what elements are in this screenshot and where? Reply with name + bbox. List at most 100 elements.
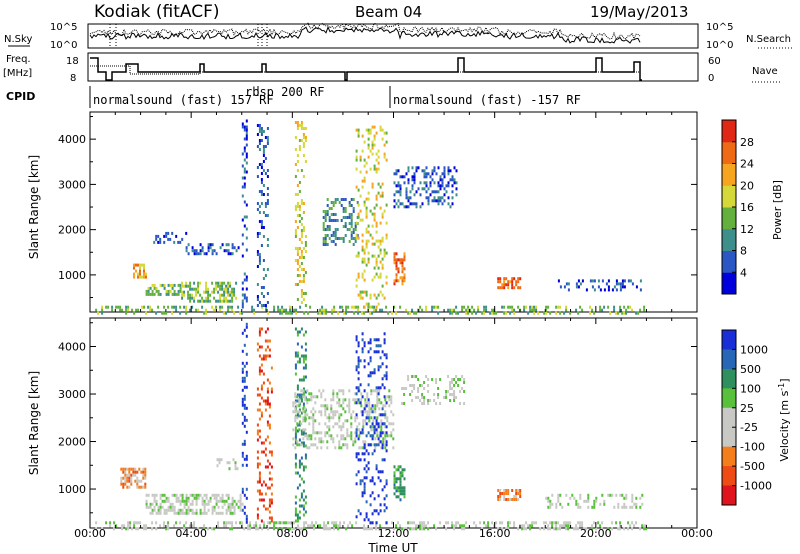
velocity-cell: [417, 387, 420, 390]
power-cell: [279, 311, 282, 315]
velocity-cell: [340, 434, 343, 438]
velocity-cell: [503, 489, 506, 492]
power-cell: [273, 308, 276, 312]
velocity-cell: [357, 509, 360, 513]
power-cell: [405, 193, 408, 197]
velocity-cell: [376, 398, 379, 402]
velocity-cell: [377, 470, 380, 474]
velocity-cell: [258, 492, 261, 496]
power-cell: [245, 161, 248, 165]
velocity-cell: [575, 502, 578, 506]
power-cell: [300, 124, 303, 127]
velocity-cell: [577, 502, 580, 506]
velocity-cell: [395, 468, 398, 472]
velocity-cell: [145, 502, 148, 506]
velocity-cell: [203, 527, 206, 531]
velocity-cell: [521, 527, 524, 531]
power-cell: [264, 172, 267, 175]
velocity-cell: [231, 521, 234, 525]
power-cell: [133, 272, 135, 276]
velocity-cell: [169, 505, 172, 509]
velocity-cell: [374, 446, 377, 450]
velocity-cell: [183, 502, 186, 506]
velocity-cell: [167, 496, 170, 500]
power-cell: [395, 184, 398, 188]
velocity-cell: [268, 426, 271, 430]
velocity-cell: [641, 502, 644, 506]
power-cell: [423, 175, 426, 179]
power-cell: [429, 175, 432, 179]
velocity-cell: [409, 527, 412, 531]
velocity-cell: [365, 422, 368, 426]
velocity-cell: [245, 370, 248, 374]
velocity-cell: [313, 524, 316, 528]
power-cell: [511, 305, 514, 309]
velocity-cell: [617, 527, 620, 531]
power-cell: [321, 308, 324, 312]
velocity-cell: [359, 482, 362, 486]
velocity-cell: [239, 499, 242, 503]
velocity-cell: [355, 428, 358, 432]
power-cell: [243, 293, 246, 297]
velocity-cell: [393, 486, 396, 490]
power-cell: [243, 146, 246, 150]
power-cell: [381, 308, 384, 312]
velocity-cell: [375, 467, 378, 471]
velocity-cell: [423, 524, 426, 528]
velocity-cell: [393, 465, 396, 469]
power-cell: [433, 181, 436, 185]
velocity-cell: [261, 527, 264, 531]
velocity-cell: [463, 524, 466, 528]
velocity-cell: [603, 499, 606, 503]
velocity-cell: [131, 527, 134, 531]
power-cell: [334, 201, 337, 204]
velocity-cell: [132, 473, 135, 477]
velocity-cell: [264, 507, 267, 511]
velocity-cell: [330, 434, 333, 438]
velocity-cell: [122, 470, 125, 474]
power-cell: [354, 228, 357, 231]
power-cell: [619, 308, 622, 312]
velocity-cell: [306, 401, 309, 405]
velocity-cell: [371, 422, 374, 426]
power-cell: [619, 282, 622, 286]
power-cell: [441, 181, 444, 185]
power-cell: [117, 305, 120, 309]
velocity-cell: [298, 510, 301, 514]
power-cell: [227, 243, 230, 247]
velocity-cell: [423, 399, 426, 402]
power-cell: [330, 234, 333, 237]
power-cell: [361, 134, 364, 138]
cpid-segment-3: normalsound (fast) -157 RF: [393, 93, 581, 107]
power-cell: [173, 292, 176, 296]
power-cell: [245, 137, 248, 141]
nsearch-line: [89, 22, 641, 40]
velocity-cell: [355, 413, 358, 417]
velocity-cell: [338, 413, 341, 417]
power-cell: [367, 197, 370, 201]
power-cell: [451, 202, 454, 206]
velocity-cell: [324, 398, 327, 402]
velocity-cell: [370, 428, 373, 432]
velocity-cell: [315, 521, 318, 525]
power-cell: [205, 299, 208, 303]
power-cell: [193, 252, 196, 256]
velocity-cell: [355, 455, 358, 459]
power-cell: [256, 208, 259, 211]
power-cell: [127, 305, 130, 309]
power-cell: [375, 308, 378, 312]
velocity-cell: [545, 521, 548, 525]
power-cell: [264, 214, 267, 217]
power-cell: [519, 277, 522, 281]
power-cell: [361, 290, 364, 294]
power-cell: [266, 169, 269, 172]
power-cell: [304, 136, 307, 139]
velocity-cell: [461, 387, 464, 390]
power-cell: [589, 311, 592, 315]
velocity-cell: [361, 479, 364, 483]
velocity-cell: [587, 505, 590, 509]
velocity-cell: [603, 502, 606, 506]
power-cell: [245, 248, 248, 252]
power-cell: [266, 301, 269, 304]
power-cell: [143, 269, 145, 273]
